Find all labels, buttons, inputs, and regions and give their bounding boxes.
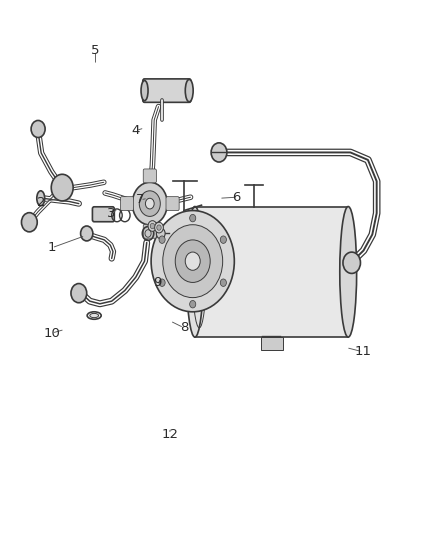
Circle shape xyxy=(185,252,200,270)
Text: 10: 10 xyxy=(43,327,60,340)
Circle shape xyxy=(21,213,37,232)
Circle shape xyxy=(156,228,165,239)
Text: 3: 3 xyxy=(107,207,116,220)
Circle shape xyxy=(145,198,154,209)
Circle shape xyxy=(159,236,165,244)
Text: 8: 8 xyxy=(180,321,188,334)
Circle shape xyxy=(139,191,160,216)
Circle shape xyxy=(148,221,157,231)
Circle shape xyxy=(190,301,196,308)
FancyBboxPatch shape xyxy=(143,224,156,238)
Circle shape xyxy=(51,174,73,201)
Ellipse shape xyxy=(340,207,357,337)
Text: 9: 9 xyxy=(153,276,162,289)
Circle shape xyxy=(71,284,87,303)
Circle shape xyxy=(132,182,167,225)
FancyBboxPatch shape xyxy=(92,207,114,222)
Text: 2: 2 xyxy=(37,196,46,209)
FancyBboxPatch shape xyxy=(261,337,283,351)
Circle shape xyxy=(220,279,226,286)
Circle shape xyxy=(175,240,210,282)
Ellipse shape xyxy=(90,313,99,318)
Circle shape xyxy=(211,143,227,162)
Circle shape xyxy=(220,236,226,244)
Circle shape xyxy=(190,214,196,222)
Circle shape xyxy=(81,226,93,241)
FancyBboxPatch shape xyxy=(143,79,191,102)
FancyBboxPatch shape xyxy=(166,197,179,211)
Circle shape xyxy=(150,223,155,229)
Text: 12: 12 xyxy=(162,428,178,441)
Text: 6: 6 xyxy=(232,191,241,204)
Text: 11: 11 xyxy=(354,345,371,358)
Circle shape xyxy=(31,120,45,138)
Circle shape xyxy=(159,279,165,286)
FancyBboxPatch shape xyxy=(143,169,156,183)
Text: 7: 7 xyxy=(136,193,145,206)
Text: 5: 5 xyxy=(91,44,100,57)
Text: 4: 4 xyxy=(131,124,140,137)
Ellipse shape xyxy=(185,79,193,102)
Circle shape xyxy=(343,252,360,273)
Text: 1: 1 xyxy=(47,241,56,254)
Circle shape xyxy=(151,211,234,312)
Ellipse shape xyxy=(37,191,45,206)
Circle shape xyxy=(157,225,161,230)
FancyBboxPatch shape xyxy=(195,207,348,337)
Ellipse shape xyxy=(187,207,203,337)
Circle shape xyxy=(155,222,163,233)
Circle shape xyxy=(163,225,223,297)
FancyBboxPatch shape xyxy=(120,197,134,211)
Ellipse shape xyxy=(141,80,148,101)
